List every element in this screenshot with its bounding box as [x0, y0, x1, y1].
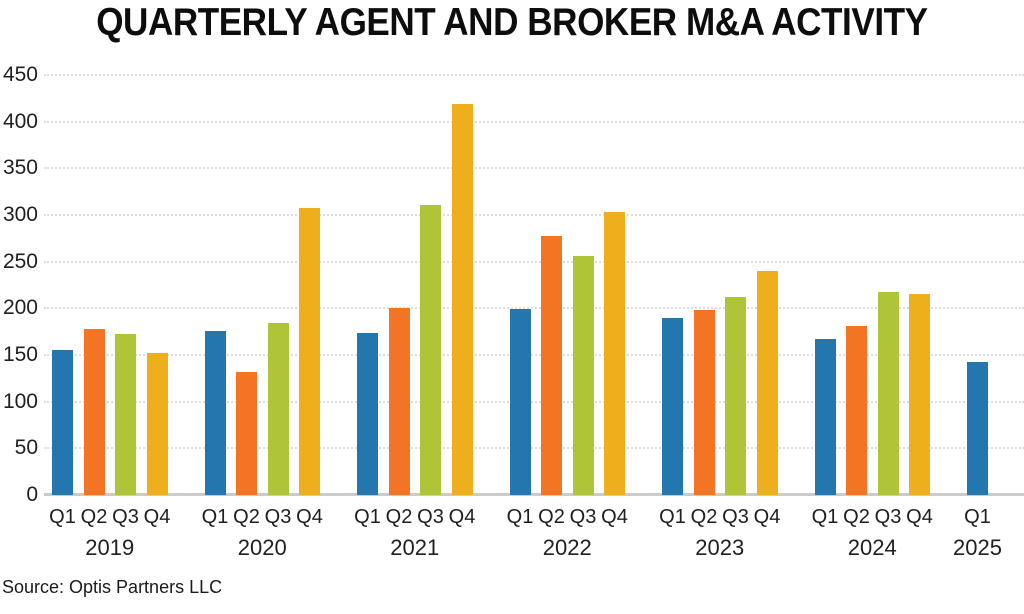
y-axis-tick-label-0: 0 [26, 483, 38, 506]
x-axis-year-label-2025: 2025 [953, 535, 1002, 560]
bar-2023-q2 [693, 310, 715, 495]
bar-2021-q4 [451, 103, 473, 495]
bar-2022-q4 [604, 212, 625, 495]
h-gridline-400 [44, 120, 1024, 123]
bar-2021-q1 [357, 332, 378, 495]
x-axis-quarter-label-2024-q3: Q3 [874, 506, 902, 528]
x-axis-year-label-2024: 2024 [847, 535, 897, 560]
x-axis-quarter-label-2021-q2: Q2 [385, 506, 413, 528]
y-axis-tick-label-450: 450 [2, 63, 38, 86]
y-axis-tick-label-50: 50 [14, 436, 38, 460]
bar-2019-q3 [115, 333, 136, 495]
x-axis-quarter-label-2024-q2: Q2 [843, 506, 870, 528]
chart-title-wrap: QUARTERLY AGENT AND BROKER M&A ACTIVITY [0, 0, 1024, 46]
h-gridline-250 [44, 260, 1024, 263]
bar-2022-q1 [509, 309, 531, 495]
bar-2023-q4 [756, 271, 778, 495]
x-axis-year-label-2023: 2023 [695, 535, 745, 560]
y-axis-tick-label-200: 200 [2, 296, 38, 320]
x-axis-quarter-label-2019-q4: Q4 [143, 506, 171, 528]
h-gridline-150 [44, 354, 1024, 356]
x-axis-quarter-label-2020-q4: Q4 [296, 506, 323, 528]
x-axis-quarter-label-2025-q1: Q1 [964, 506, 991, 528]
h-gridline-50 [44, 447, 1024, 450]
h-gridline-300 [44, 214, 1024, 216]
x-axis-year-label-2022: 2022 [542, 535, 592, 560]
h-gridline-100 [44, 400, 1024, 403]
x-axis-quarter-label-2021-q1: Q1 [354, 506, 381, 528]
chart-title: QUARTERLY AGENT AND BROKER M&A ACTIVITY [96, 1, 928, 44]
bar-2019-q4 [146, 353, 168, 495]
x-axis-quarter-label-2021-q4: Q4 [448, 506, 476, 528]
x-axis-year-label-2019: 2019 [85, 535, 135, 560]
y-axis-tick-label-350: 350 [2, 156, 38, 180]
bar-2021-q2 [388, 308, 410, 495]
bar-2023-q3 [725, 297, 746, 495]
bar-2022-q3 [572, 256, 594, 495]
bar-2020-q2 [236, 371, 257, 495]
x-axis-quarter-label-2022-q3: Q3 [569, 506, 597, 528]
x-axis-quarter-label-2019-q1: Q1 [49, 506, 76, 528]
x-axis-quarter-label-2023-q1: Q1 [659, 506, 686, 528]
y-axis-tick-label-300: 300 [2, 203, 38, 226]
x-axis-quarter-label-2021-q3: Q3 [417, 506, 444, 528]
x-axis-quarter-label-2020-q3: Q3 [264, 506, 292, 528]
x-axis-year-label-2020: 2020 [237, 535, 287, 560]
x-axis-quarter-label-2023-q2: Q2 [690, 506, 718, 528]
x-axis-quarter-label-2019-q3: Q3 [112, 506, 139, 528]
x-axis-quarter-label-2024-q1: Q1 [811, 506, 839, 528]
x-axis-quarter-label-2020-q2: Q2 [233, 506, 260, 528]
bar-2019-q1 [52, 350, 73, 495]
bar-2021-q3 [420, 204, 441, 495]
bar-2020-q3 [267, 323, 289, 495]
bar-2024-q3 [877, 292, 899, 495]
bar-2024-q4 [909, 294, 930, 495]
y-axis-tick-label-150: 150 [2, 343, 38, 366]
y-axis-tick-label-250: 250 [2, 249, 38, 273]
bar-2022-q2 [541, 236, 562, 495]
bar-2020-q1 [204, 330, 226, 495]
x-axis-quarter-label-2024-q4: Q4 [906, 506, 933, 528]
x-axis-year-label-2021: 2021 [390, 535, 440, 560]
source-note: Source: Optis Partners LLC [2, 577, 223, 597]
bar-2024-q1 [814, 339, 836, 495]
y-axis-tick-label-400: 400 [2, 109, 38, 133]
h-gridline-200 [44, 307, 1024, 310]
x-axis-quarter-label-2023-q3: Q3 [722, 506, 749, 528]
x-axis-quarter-label-2019-q2: Q2 [80, 506, 108, 528]
bar-2020-q4 [299, 207, 320, 495]
h-gridline-350 [44, 167, 1024, 170]
bar-2024-q2 [846, 326, 867, 495]
x-axis-quarter-label-2022-q1: Q1 [506, 506, 534, 528]
bar-2019-q2 [83, 328, 105, 495]
bar-2023-q1 [662, 317, 683, 495]
bar-2025-q1 [967, 362, 988, 495]
x-axis-quarter-label-2020-q1: Q1 [201, 506, 229, 528]
x-axis-quarter-label-2022-q2: Q2 [538, 506, 565, 528]
y-axis-tick-label-100: 100 [2, 389, 38, 413]
h-gridline-450 [44, 74, 1024, 76]
x-axis-quarter-label-2022-q4: Q4 [601, 506, 628, 528]
x-axis-baseline [44, 493, 1024, 496]
x-axis-quarter-label-2023-q4: Q4 [753, 506, 781, 528]
